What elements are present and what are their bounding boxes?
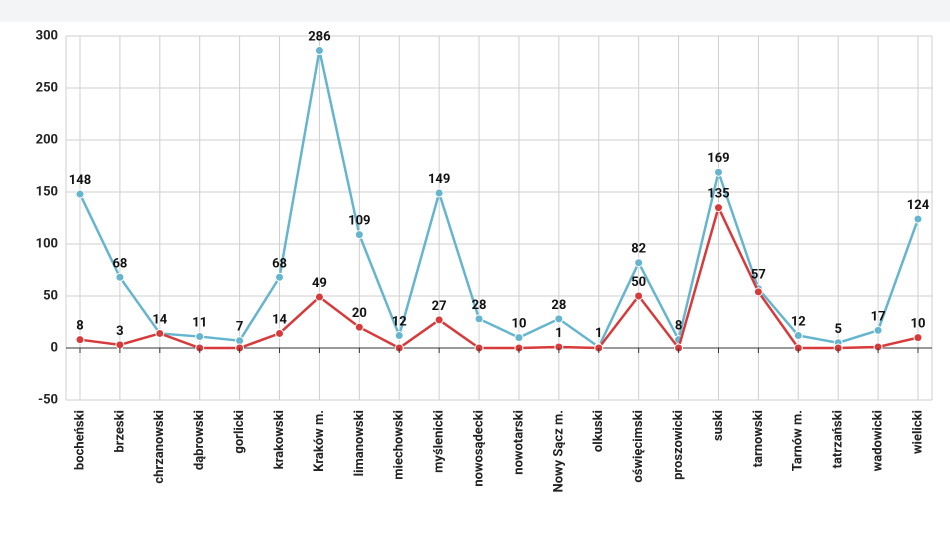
series-point-series_a bbox=[355, 231, 363, 239]
y-tick-label: 300 bbox=[36, 28, 58, 43]
x-tick-label: gorlicki bbox=[232, 410, 247, 454]
series-point-series_a bbox=[435, 189, 443, 197]
value-label: 11 bbox=[192, 316, 207, 331]
series-point-series_b bbox=[276, 329, 284, 337]
value-label-secondary: 3 bbox=[116, 324, 123, 339]
x-tick-label: chrzanowski bbox=[152, 410, 167, 484]
value-label: 109 bbox=[348, 214, 370, 229]
value-label-secondary: 135 bbox=[707, 187, 729, 202]
value-label: 28 bbox=[472, 298, 487, 313]
series-point-series_a bbox=[196, 333, 204, 341]
series-point-series_a bbox=[714, 168, 722, 176]
series-point-series_b bbox=[156, 329, 164, 337]
value-label: 148 bbox=[69, 173, 91, 188]
series-point-series_b bbox=[754, 288, 762, 296]
value-label: 14 bbox=[152, 312, 167, 327]
value-label: 7 bbox=[236, 320, 243, 335]
chart-container: -500501001502002503001488683141176814286… bbox=[0, 0, 950, 540]
value-label: 28 bbox=[551, 298, 566, 313]
series-point-series_a bbox=[276, 273, 284, 281]
line-chart: -500501001502002503001488683141176814286… bbox=[0, 0, 950, 540]
value-label: 57 bbox=[751, 268, 766, 283]
series-point-series_b bbox=[914, 334, 922, 342]
value-label: 10 bbox=[511, 317, 526, 332]
value-label-secondary: 20 bbox=[352, 306, 367, 321]
value-label: 68 bbox=[112, 256, 127, 271]
series-point-series_b bbox=[714, 204, 722, 212]
value-label: 8 bbox=[675, 319, 682, 334]
series-point-series_b bbox=[635, 292, 643, 300]
value-label-secondary: 10 bbox=[911, 317, 926, 332]
series-point-series_a bbox=[914, 215, 922, 223]
y-tick-label: 250 bbox=[36, 80, 58, 95]
value-label-secondary: 27 bbox=[432, 299, 447, 314]
series-point-series_b bbox=[76, 336, 84, 344]
x-tick-label: oświęcimski bbox=[631, 410, 646, 483]
x-tick-label: wielicki bbox=[910, 410, 925, 454]
value-label: 82 bbox=[631, 242, 646, 257]
value-label: 124 bbox=[907, 198, 930, 213]
x-tick-label: bocheński bbox=[72, 410, 87, 470]
value-label: 68 bbox=[272, 256, 287, 271]
y-tick-label: 200 bbox=[36, 132, 58, 147]
series-point-series_b bbox=[315, 293, 323, 301]
y-tick-label: -50 bbox=[38, 392, 58, 407]
value-label: 1 bbox=[595, 326, 602, 341]
x-tick-label: Kraków m. bbox=[312, 410, 327, 472]
series-line-series_a bbox=[80, 51, 918, 347]
series-point-series_a bbox=[555, 315, 563, 323]
value-label-secondary: 1 bbox=[555, 326, 562, 341]
value-label: 169 bbox=[707, 151, 729, 166]
x-tick-label: proszowicki bbox=[671, 410, 686, 480]
series-point-series_b bbox=[435, 316, 443, 324]
x-tick-label: Tarnów m. bbox=[791, 410, 806, 471]
series-point-series_a bbox=[116, 273, 124, 281]
value-label: 12 bbox=[791, 315, 806, 330]
series-point-series_a bbox=[515, 334, 523, 342]
x-tick-label: nowotarski bbox=[511, 410, 526, 475]
x-tick-label: brzeski bbox=[112, 410, 127, 453]
value-label: 5 bbox=[834, 322, 841, 337]
x-tick-label: myślenicki bbox=[432, 410, 447, 473]
value-label: 149 bbox=[428, 172, 450, 187]
chart-header-bar bbox=[0, 0, 950, 22]
series-point-series_a bbox=[635, 259, 643, 267]
series-point-series_a bbox=[475, 315, 483, 323]
x-tick-label: limanowski bbox=[352, 410, 367, 476]
value-label-secondary: 50 bbox=[631, 275, 646, 290]
value-label-secondary: 14 bbox=[272, 312, 287, 327]
x-tick-label: tarnowski bbox=[751, 410, 766, 467]
series-point-series_a bbox=[315, 47, 323, 55]
y-tick-label: 0 bbox=[51, 340, 58, 355]
series-point-series_a bbox=[794, 332, 802, 340]
y-tick-label: 150 bbox=[36, 184, 58, 199]
value-label: 17 bbox=[871, 309, 886, 324]
series-point-series_a bbox=[76, 190, 84, 198]
x-tick-label: olkuski bbox=[591, 410, 606, 452]
value-label: 286 bbox=[308, 30, 331, 45]
x-tick-label: krakowski bbox=[272, 410, 287, 469]
series-point-series_b bbox=[355, 323, 363, 331]
series-point-series_a bbox=[874, 326, 882, 334]
x-tick-label: dąbrowski bbox=[192, 410, 207, 470]
y-tick-label: 100 bbox=[36, 236, 58, 251]
value-label: 12 bbox=[392, 315, 407, 330]
x-tick-label: wadowicki bbox=[871, 410, 886, 471]
x-tick-label: tatrzański bbox=[831, 410, 846, 468]
value-label-secondary: 8 bbox=[76, 319, 83, 334]
y-tick-label: 50 bbox=[43, 288, 58, 303]
x-tick-label: miechowski bbox=[392, 410, 407, 480]
series-point-series_b bbox=[116, 341, 124, 349]
x-tick-label: Nowy Sącz m. bbox=[551, 410, 566, 492]
series-point-series_a bbox=[395, 332, 403, 340]
x-tick-label: suski bbox=[711, 410, 726, 441]
value-label-secondary: 49 bbox=[312, 276, 327, 291]
x-tick-label: nowosądecki bbox=[471, 410, 486, 487]
